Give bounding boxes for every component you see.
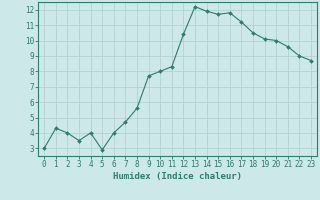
X-axis label: Humidex (Indice chaleur): Humidex (Indice chaleur) bbox=[113, 172, 242, 181]
